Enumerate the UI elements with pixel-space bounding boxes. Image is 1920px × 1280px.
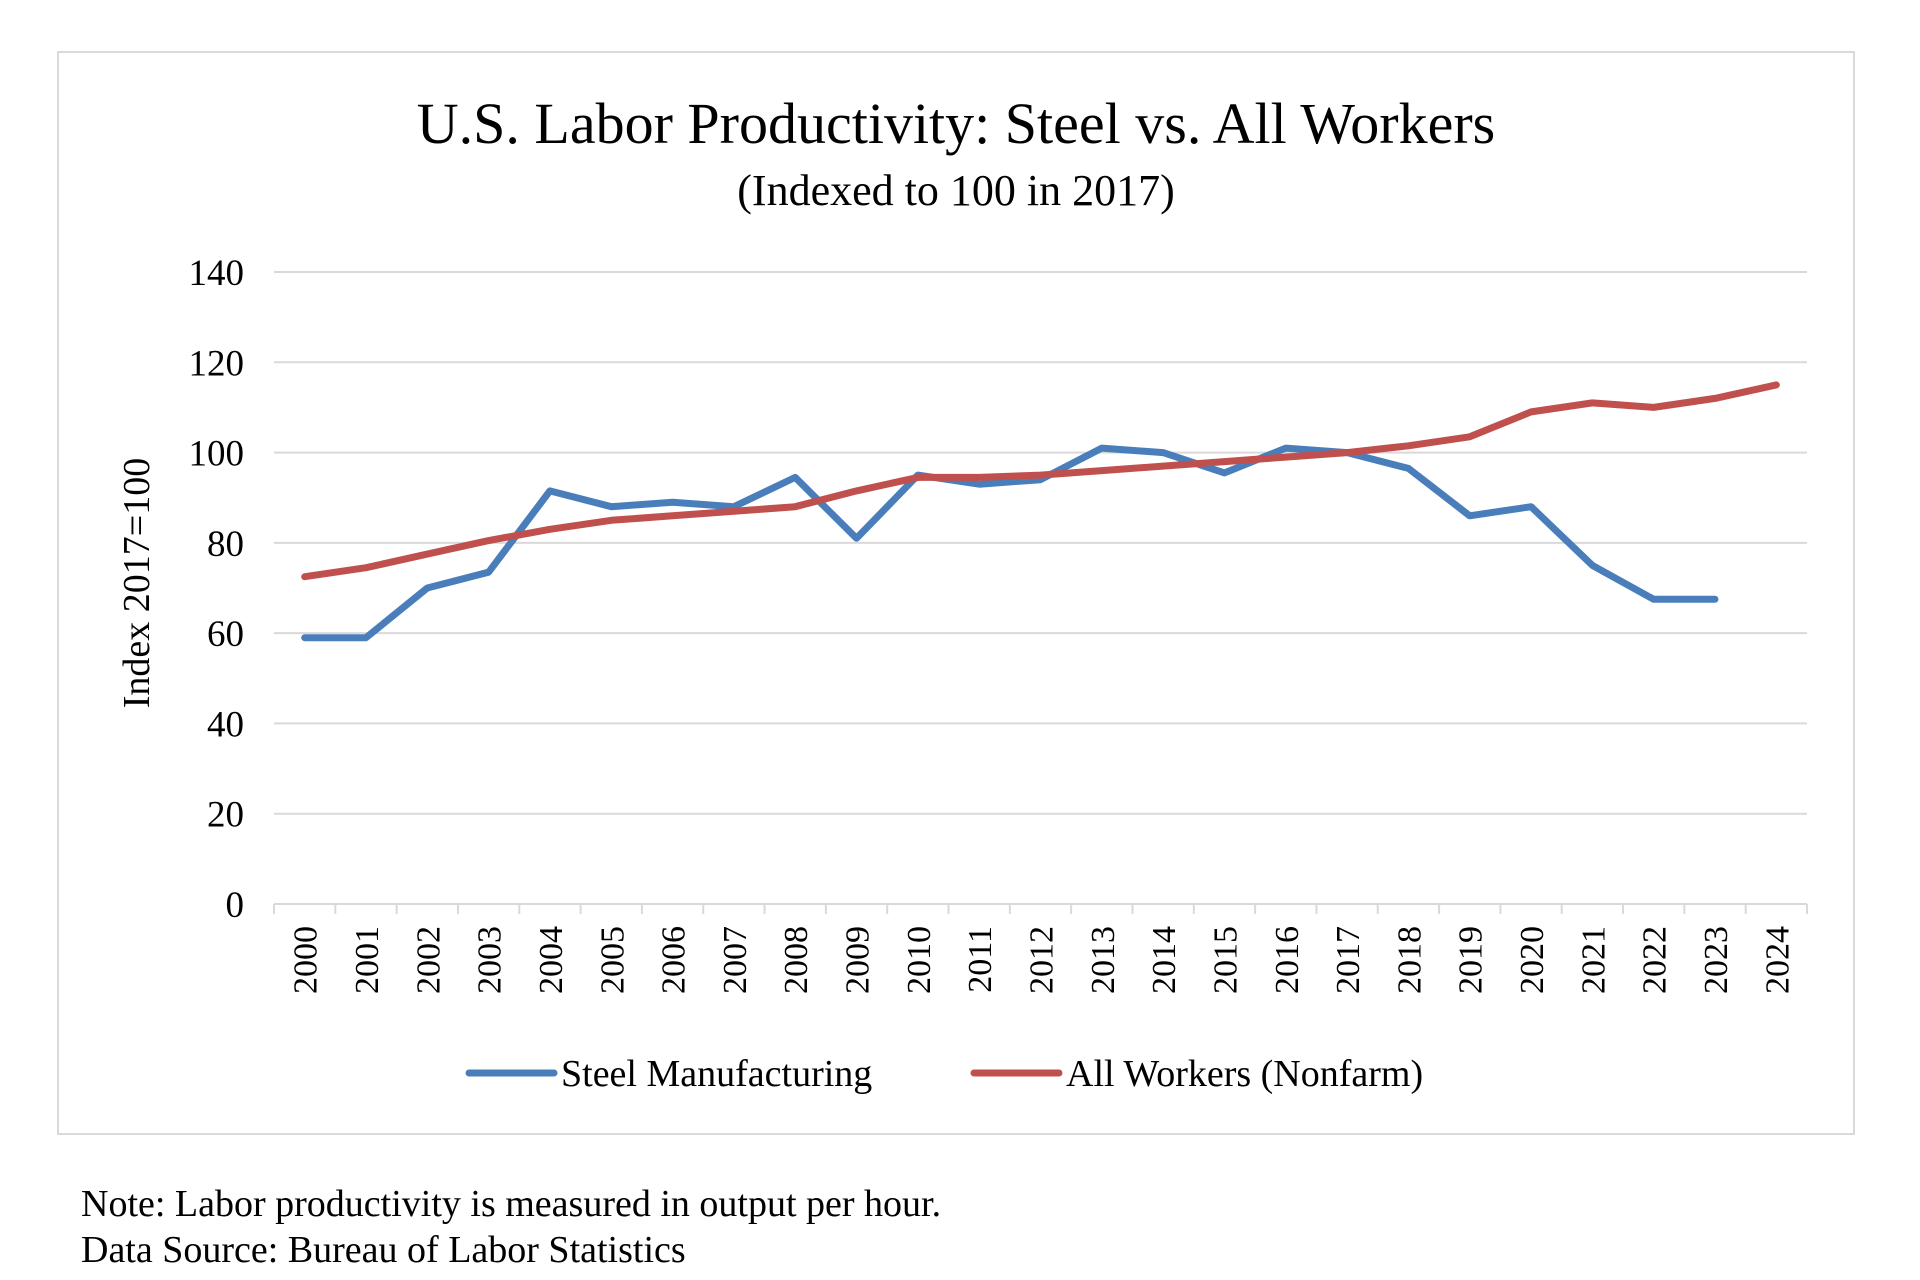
x-tick-label-2017: 2017: [1330, 926, 1367, 994]
y-axis-ticks: 0 20 40 60 80 100 120 140: [189, 253, 245, 926]
legend-label-steel-manufacturing: Steel Manufacturing: [561, 1053, 872, 1095]
x-tick-label-2024: 2024: [1759, 926, 1796, 994]
x-tick-label-2007: 2007: [717, 926, 754, 994]
series-line-steel-manufacturing: [301, 444, 1719, 642]
y-tick-label-100: 100: [189, 434, 245, 475]
x-tick-label-2021: 2021: [1575, 926, 1612, 994]
grid-layer: [274, 271, 1807, 815]
note-text: Note: Labor productivity is measured in …: [81, 1183, 942, 1225]
x-tick-label-2009: 2009: [840, 926, 877, 994]
x-tick-label-2012: 2012: [1024, 926, 1061, 994]
chart-svg: U.S. Labor Productivity: Steel vs. All W…: [116, 91, 1808, 1095]
x-tick-label-2013: 2013: [1085, 926, 1122, 994]
y-tick-label-20: 20: [207, 795, 244, 836]
y-tick-label-120: 120: [189, 343, 245, 384]
x-tick-label-2015: 2015: [1207, 926, 1244, 994]
x-tick-label-2010: 2010: [901, 926, 938, 994]
x-tick-label-2020: 2020: [1514, 926, 1551, 994]
x-axis: 2000 2001 2002 2003 2004 2005 2006 2007 2008 2009…: [273, 903, 1808, 994]
chart-subtitle: (Indexed to 100 in 2017): [737, 166, 1174, 215]
x-tick-label-2002: 2002: [410, 926, 447, 994]
y-tick-label-0: 0: [226, 885, 245, 926]
x-tick-label-2008: 2008: [778, 926, 815, 994]
y-tick-label-60: 60: [207, 614, 244, 655]
x-tick-label-2001: 2001: [349, 926, 386, 994]
x-tick-label-2014: 2014: [1146, 926, 1183, 994]
x-tick-label-2016: 2016: [1269, 926, 1306, 994]
y-tick-label-140: 140: [189, 253, 245, 294]
chart-title: U.S. Labor Productivity: Steel vs. All W…: [417, 91, 1495, 156]
data-source-text: Data Source: Bureau of Labor Statistics: [81, 1229, 686, 1271]
x-tick-label-2022: 2022: [1637, 926, 1674, 994]
x-tick-label-2004: 2004: [533, 926, 570, 994]
x-tick-label-2005: 2005: [594, 926, 631, 994]
y-tick-label-80: 80: [207, 524, 244, 565]
chart-frame: U.S. Labor Productivity: Steel vs. All W…: [57, 51, 1855, 1135]
x-tick-label-2006: 2006: [656, 926, 693, 994]
series-layer: [301, 381, 1780, 642]
x-tick-label-2018: 2018: [1391, 926, 1428, 994]
legend: Steel Manufacturing All Workers (Nonfarm): [465, 1053, 1423, 1095]
x-tick-label-2023: 2023: [1698, 926, 1735, 994]
x-tick-label-2019: 2019: [1453, 926, 1490, 994]
x-tick-label-2003: 2003: [472, 926, 509, 994]
x-tick-label-2011: 2011: [962, 926, 999, 993]
y-tick-label-40: 40: [207, 704, 244, 745]
x-tick-label-2000: 2000: [288, 926, 325, 994]
series-line-all-workers: [301, 381, 1780, 581]
y-axis-title: Index 2017=100: [116, 458, 158, 708]
legend-label-all-workers: All Workers (Nonfarm): [1066, 1053, 1423, 1095]
